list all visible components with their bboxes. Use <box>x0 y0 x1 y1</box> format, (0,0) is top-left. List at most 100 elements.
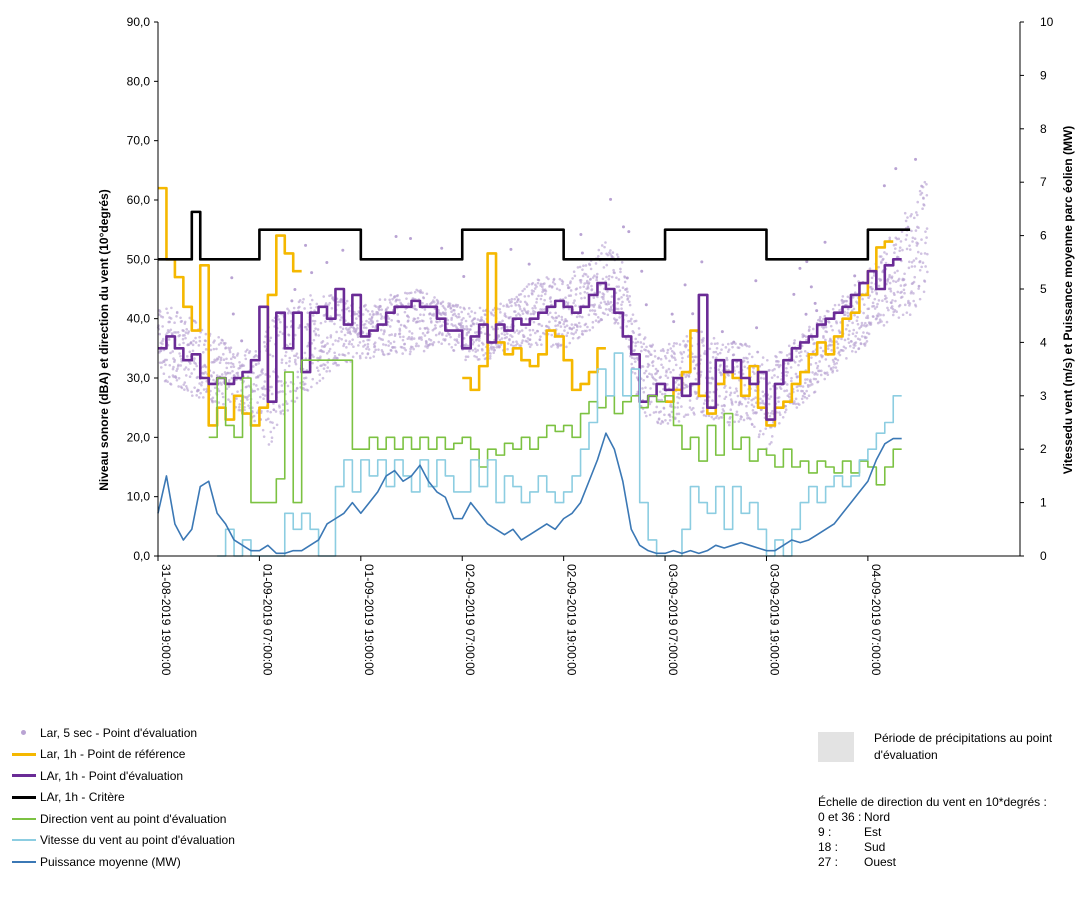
scatter-point <box>269 336 273 340</box>
scatter-point <box>606 253 610 257</box>
scatter-point <box>580 296 583 300</box>
scatter-point <box>776 375 780 379</box>
scatter-point <box>429 317 432 320</box>
scatter-point <box>225 366 229 370</box>
scatter-point <box>376 319 379 323</box>
scatter-point <box>887 308 890 312</box>
scatter-point <box>719 363 722 367</box>
scatter-point <box>640 349 643 353</box>
scatter-point <box>424 339 428 343</box>
scatter-point <box>340 337 343 341</box>
legend-item: Vitesse du vent au point d'évaluation <box>12 830 235 852</box>
scatter-point <box>903 303 907 307</box>
scatter-point <box>582 264 585 267</box>
scatter-point <box>355 312 359 316</box>
scatter-point <box>722 403 726 407</box>
scatter-point <box>748 345 751 348</box>
scatter-point <box>633 348 636 352</box>
scatter-point <box>566 331 570 335</box>
scatter-point <box>481 325 485 329</box>
scatter-point <box>407 315 410 319</box>
scatter-point <box>555 287 559 291</box>
scatter-point <box>849 344 852 348</box>
scatter-point <box>879 255 883 258</box>
scatter-point <box>660 398 664 402</box>
legend-swatch <box>12 860 36 863</box>
scatter-point <box>680 405 683 408</box>
scatter-point <box>918 260 922 263</box>
scatter-point <box>877 312 880 316</box>
scatter-point <box>850 309 854 312</box>
scatter-point <box>416 320 419 324</box>
scatter-point <box>263 394 267 397</box>
scatter-point <box>539 335 542 338</box>
scatter-point <box>835 321 839 325</box>
scatter-point <box>860 335 864 338</box>
scatter-point <box>326 342 329 345</box>
scatter-point <box>269 420 272 424</box>
scatter-point <box>527 294 530 298</box>
scatter-point <box>387 352 391 356</box>
scatter-point <box>229 357 233 361</box>
scatter-point <box>457 333 461 336</box>
scatter-point <box>336 303 340 307</box>
scatter-point <box>572 332 575 336</box>
scatter-point <box>519 344 523 347</box>
scatter-point <box>255 384 258 387</box>
scatter-point <box>627 319 630 323</box>
scatter-point <box>329 315 332 318</box>
scatter-point <box>870 290 874 294</box>
scatter-point <box>168 320 171 324</box>
scatter-point <box>457 335 461 338</box>
scatter-point <box>331 343 335 346</box>
scatter-point <box>227 385 231 388</box>
scatter-point <box>387 317 391 320</box>
legend-label: Direction vent au point d'évaluation <box>40 811 227 826</box>
scatter-point <box>246 395 249 399</box>
precipitation-label: Période de précipitations au point d'éva… <box>874 731 1053 762</box>
scatter-point <box>913 275 917 279</box>
scatter-point <box>904 283 907 286</box>
scatter-point <box>515 295 519 299</box>
scatter-point <box>598 304 601 307</box>
scatter-point <box>623 275 626 278</box>
scatter-point <box>653 349 657 353</box>
x-tick-label: 03-09-2019 07:00:00 <box>666 564 680 676</box>
scatter-point <box>524 317 528 321</box>
scatter-point <box>574 293 578 296</box>
scatter-point <box>850 340 853 343</box>
scatter-point <box>824 358 828 361</box>
scatter-point <box>731 345 734 349</box>
scatter-point <box>355 317 358 320</box>
scatter-point <box>903 291 906 295</box>
scatter-point <box>659 375 662 379</box>
scatter-point <box>809 380 813 384</box>
scatter-point <box>675 378 679 382</box>
scatter-point <box>579 292 582 295</box>
scatter-point <box>702 337 705 340</box>
scatter-point <box>264 387 267 391</box>
scatter-point <box>264 373 267 376</box>
scatter-point <box>347 351 350 355</box>
scatter-point <box>278 330 282 334</box>
scatter-point <box>464 343 468 346</box>
scatter-point <box>776 363 780 367</box>
scatter-point <box>777 400 780 403</box>
scatter-point <box>710 415 714 419</box>
scatter-point <box>659 349 663 352</box>
scatter-point <box>600 318 604 322</box>
scatter-point <box>803 392 806 396</box>
scatter-point <box>897 237 901 241</box>
scatter-point <box>396 294 399 297</box>
scatter-point <box>567 307 571 311</box>
scatter-point <box>439 313 443 317</box>
scatter-point-outlier <box>640 269 644 273</box>
scatter-point <box>289 380 293 384</box>
scatter-point <box>579 281 583 284</box>
scatter-point <box>581 268 584 271</box>
scatter-point <box>322 367 326 370</box>
scatter-point <box>184 374 188 377</box>
scatter-point <box>725 358 729 362</box>
wind-scale-value: Est <box>864 825 882 839</box>
y-left-tick-label: 30,0 <box>127 371 151 385</box>
